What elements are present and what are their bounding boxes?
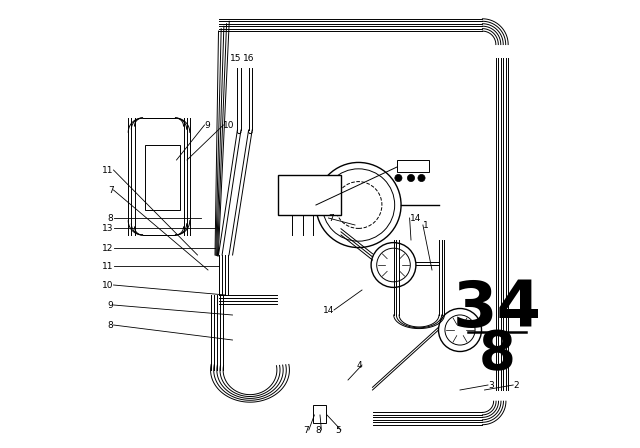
Text: 5: 5: [335, 426, 341, 435]
Text: 14: 14: [323, 306, 334, 314]
Text: 8: 8: [316, 426, 321, 435]
Text: 14: 14: [410, 214, 421, 223]
Text: 16: 16: [243, 53, 254, 63]
Text: 4: 4: [356, 361, 362, 370]
Bar: [145, 145, 180, 210]
Text: 9: 9: [108, 301, 113, 310]
Text: 2: 2: [513, 380, 519, 389]
Text: 7: 7: [328, 214, 334, 223]
Bar: [313, 405, 326, 423]
Circle shape: [418, 174, 425, 181]
Text: 11: 11: [102, 165, 113, 175]
Text: 8: 8: [108, 320, 113, 329]
Text: 7: 7: [303, 426, 309, 435]
Text: 13: 13: [102, 224, 113, 233]
Text: 10: 10: [223, 121, 235, 129]
Text: 12: 12: [102, 244, 113, 253]
Text: 15: 15: [230, 53, 242, 63]
Text: 8: 8: [108, 214, 113, 223]
Bar: [397, 160, 429, 172]
Text: 34: 34: [452, 278, 541, 340]
Circle shape: [408, 174, 415, 181]
Text: 8: 8: [479, 328, 515, 380]
Bar: [278, 175, 341, 215]
Text: 10: 10: [102, 280, 113, 289]
Text: 11: 11: [102, 262, 113, 271]
Text: 1: 1: [423, 220, 429, 229]
Text: 3: 3: [488, 380, 493, 389]
Text: 7: 7: [108, 185, 113, 194]
Text: 9: 9: [205, 121, 211, 129]
Circle shape: [395, 174, 402, 181]
